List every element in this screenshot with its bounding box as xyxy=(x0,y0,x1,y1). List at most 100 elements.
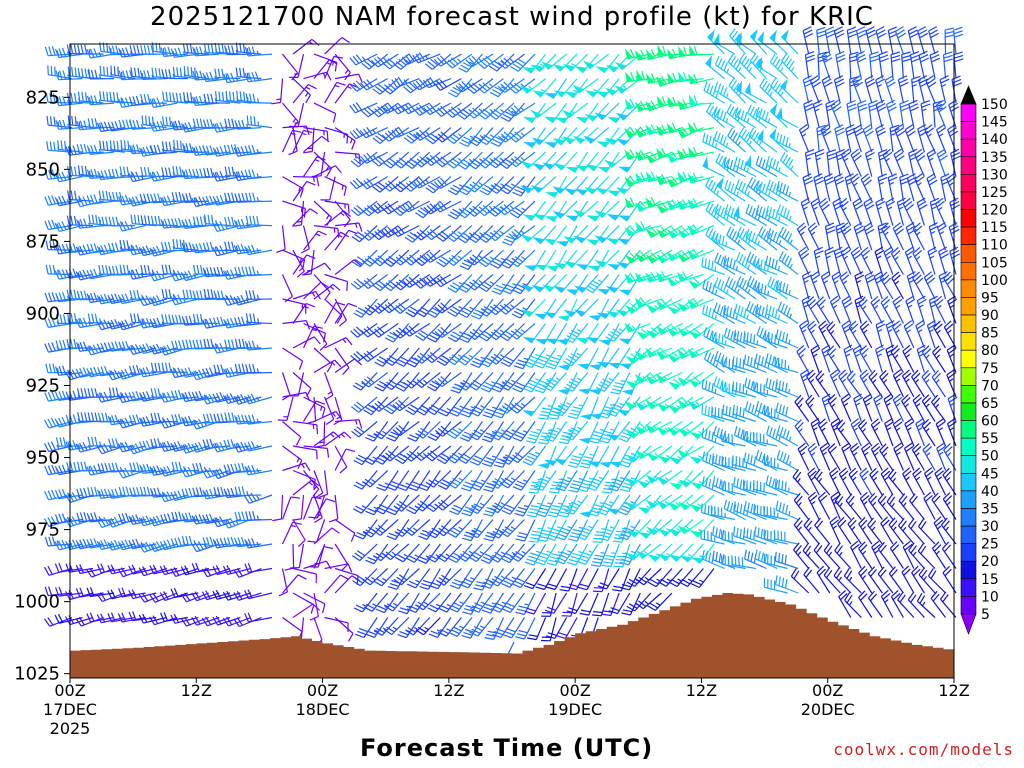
x-date-label: 18DEC xyxy=(296,700,350,719)
wind-barb xyxy=(313,102,337,123)
wind-barb xyxy=(170,270,199,282)
chart-title: 2025121700 NAM forecast wind profile (kt… xyxy=(150,2,874,32)
wind-barb xyxy=(117,220,146,232)
wind-barb xyxy=(288,53,305,78)
colorbar-swatch xyxy=(960,578,977,597)
wind-barb xyxy=(362,470,389,488)
colorbar-label: 135 xyxy=(981,150,1008,166)
wind-barb xyxy=(300,225,310,254)
colorbar-label: 105 xyxy=(981,255,1008,271)
wind-barb xyxy=(324,36,350,55)
colorbar-label: 115 xyxy=(981,220,1008,236)
colorbar-swatch xyxy=(960,174,977,193)
wind-barb xyxy=(360,176,389,190)
y-tick-label: 1025 xyxy=(14,664,60,685)
wind-barb xyxy=(303,322,326,343)
wind-barb xyxy=(246,115,273,129)
wind-barb xyxy=(245,313,273,325)
x-tick-label: 00Z xyxy=(812,681,843,700)
wind-barb xyxy=(234,316,262,327)
wind-barb xyxy=(324,210,351,227)
colorbar-swatch xyxy=(960,455,977,474)
wind-barb xyxy=(292,567,317,584)
wind-barb xyxy=(44,616,73,627)
wind-barb xyxy=(244,589,273,600)
wind-barb xyxy=(159,539,188,551)
wind-barb xyxy=(96,539,125,551)
wind-barb xyxy=(353,592,378,613)
wind-barb xyxy=(149,317,178,329)
colorbar-label: 55 xyxy=(981,431,999,447)
wind-barb xyxy=(233,218,262,230)
wind-barb xyxy=(313,165,342,178)
wind-barb xyxy=(191,591,220,602)
wind-barb xyxy=(384,592,410,612)
wind-barb xyxy=(277,396,294,421)
wind-barb xyxy=(292,78,311,104)
wind-barb xyxy=(86,144,115,155)
colorbar-label: 150 xyxy=(981,97,1008,113)
wind-barb xyxy=(233,567,262,578)
wind-barb xyxy=(292,180,316,202)
colorbar-swatch xyxy=(960,385,977,404)
wind-barb xyxy=(182,43,209,55)
wind-barb xyxy=(374,347,399,367)
wind-barb xyxy=(181,121,209,133)
wind-barb xyxy=(394,543,420,563)
wind-barb xyxy=(233,590,262,601)
colorbar-label: 70 xyxy=(981,378,999,394)
wind-barb xyxy=(192,70,220,81)
wind-barb xyxy=(324,563,353,573)
wind-barb xyxy=(233,294,262,306)
wind-barb xyxy=(244,440,273,452)
wind-barb xyxy=(391,225,420,238)
wind-barb xyxy=(393,568,420,586)
wind-barb xyxy=(107,539,136,551)
wind-barb xyxy=(351,421,378,438)
wind-barb xyxy=(334,519,356,542)
wind-barb xyxy=(76,290,104,301)
wind-barb xyxy=(303,230,327,251)
wind-barb xyxy=(324,574,349,594)
wind-barb xyxy=(281,496,301,520)
wind-barb xyxy=(118,512,146,524)
wind-barb xyxy=(308,543,326,568)
wind-barb xyxy=(159,195,188,207)
wind-barb xyxy=(292,208,319,227)
wind-barb xyxy=(393,249,420,266)
wind-barb xyxy=(138,366,167,378)
wind-barb xyxy=(288,102,305,128)
y-tick-label: 900 xyxy=(26,303,60,324)
wind-barb xyxy=(160,241,188,252)
wind-barb xyxy=(350,347,378,363)
wind-barb xyxy=(243,393,273,405)
colorbar-label: 20 xyxy=(981,554,999,570)
wind-barb xyxy=(303,127,315,154)
wind-barb xyxy=(244,464,273,476)
wind-barb xyxy=(349,102,378,114)
wind-barb xyxy=(215,91,241,104)
wind-barb xyxy=(281,274,293,303)
wind-barb xyxy=(335,222,363,232)
wind-barb xyxy=(117,319,146,331)
wind-barb xyxy=(324,337,353,349)
wind-barb xyxy=(55,96,83,107)
wind-barb xyxy=(334,543,349,572)
colorbar-label: 90 xyxy=(981,308,999,324)
wind-barb xyxy=(334,259,362,275)
colorbar-label: 25 xyxy=(981,537,999,553)
wind-barb xyxy=(353,298,378,318)
wind-barb xyxy=(234,119,262,130)
wind-barb xyxy=(244,414,273,425)
wind-barb xyxy=(353,445,378,466)
wind-barb xyxy=(201,567,231,578)
wind-barb xyxy=(384,323,410,343)
colorbar-swatch xyxy=(960,191,977,210)
wind-barb xyxy=(244,244,273,256)
wind-barb xyxy=(363,519,389,538)
wind-barb xyxy=(191,541,220,553)
wind-barb xyxy=(324,273,349,291)
colorbar: 1501451401351301251201151101051009590858… xyxy=(960,85,1008,635)
wind-barb xyxy=(107,414,136,426)
